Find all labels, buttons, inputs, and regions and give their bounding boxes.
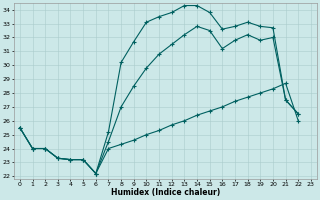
X-axis label: Humidex (Indice chaleur): Humidex (Indice chaleur) bbox=[111, 188, 220, 197]
